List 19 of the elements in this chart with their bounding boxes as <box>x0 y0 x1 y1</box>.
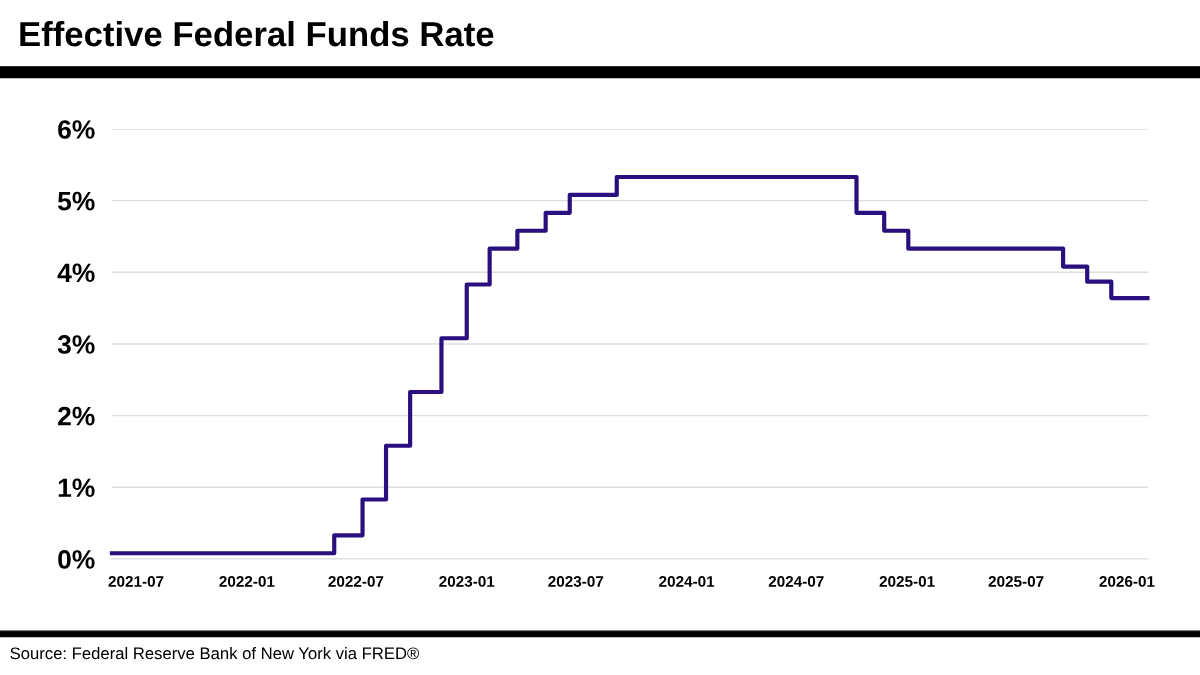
x-tick-label: 2022-01 <box>219 576 275 587</box>
x-tick-label: 2021-07 <box>108 576 164 587</box>
x-tick-label: 2024-07 <box>768 576 824 587</box>
x-tick-label: 2025-07 <box>988 576 1044 587</box>
y-tick-label: 1% <box>58 478 95 498</box>
y-tick-label: 3% <box>57 335 95 354</box>
x-tick-label: 2023-01 <box>439 576 495 587</box>
y-tick-label: 0% <box>58 550 95 569</box>
y-tick-label: 5% <box>57 191 95 211</box>
chart-title: Effective Federal Funds Rate <box>20 20 494 47</box>
y-tick-label: 6% <box>58 120 95 139</box>
x-tick-label: 2022-07 <box>328 576 384 587</box>
x-tick-label: 2026-01 <box>1099 576 1155 587</box>
y-tick-label: 4% <box>57 263 95 283</box>
x-tick-label: 2024-01 <box>659 576 715 587</box>
x-tick-label: 2023-07 <box>548 576 604 587</box>
source-note: Source: Federal Reserve Bank of New York via FRED® <box>10 646 420 660</box>
x-tick-label: 2025-01 <box>879 576 935 587</box>
y-tick-label: 2% <box>58 406 95 426</box>
